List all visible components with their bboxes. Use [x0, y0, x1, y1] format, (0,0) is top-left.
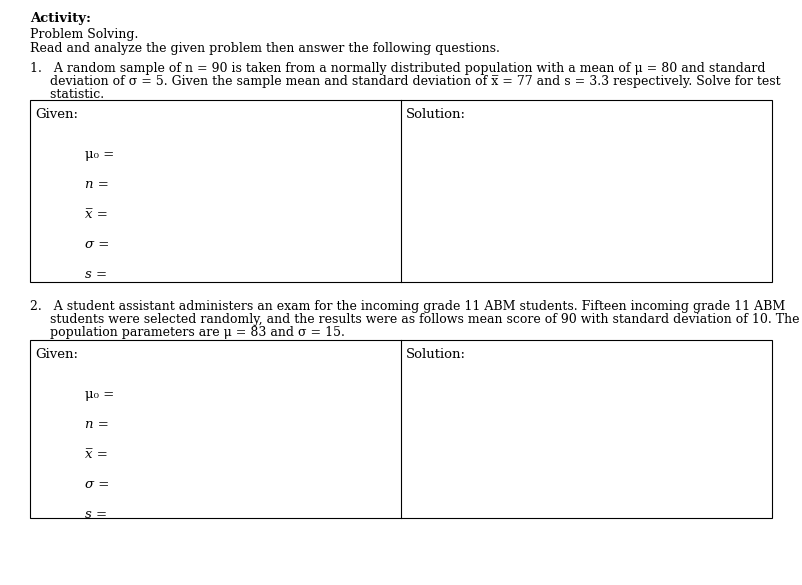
Bar	[30, 100, 772, 282]
Text: x̅ =: x̅ =	[85, 448, 108, 461]
Text: n =: n =	[85, 178, 109, 191]
Text: μ₀ =: μ₀ =	[85, 148, 114, 161]
Text: population parameters are μ = 83 and σ = 15.: population parameters are μ = 83 and σ =…	[30, 326, 345, 339]
Text: Read and analyze the given problem then answer the following questions.: Read and analyze the given problem then …	[30, 42, 500, 55]
Text: σ =: σ =	[85, 478, 109, 491]
Text: students were selected randomly, and the results were as follows mean score of 9: students were selected randomly, and the…	[30, 313, 800, 326]
Text: σ =: σ =	[85, 238, 109, 251]
Text: s =: s =	[85, 508, 107, 521]
Text: deviation of σ = 5. Given the sample mean and standard deviation of x̅ = 77 and : deviation of σ = 5. Given the sample mea…	[30, 75, 780, 88]
Text: 2.   A student assistant administers an exam for the incoming grade 11 ABM stude: 2. A student assistant administers an ex…	[30, 300, 785, 313]
Text: statistic.: statistic.	[30, 88, 104, 101]
Text: Activity:: Activity:	[30, 12, 91, 25]
Text: Problem Solving.: Problem Solving.	[30, 28, 139, 41]
Text: s =: s =	[85, 268, 107, 281]
Text: Solution:: Solution:	[406, 348, 466, 361]
Text: Given:: Given:	[35, 108, 78, 121]
Text: x̅ =: x̅ =	[85, 208, 108, 221]
Bar	[30, 340, 772, 518]
Text: n =: n =	[85, 418, 109, 431]
Text: Given:: Given:	[35, 348, 78, 361]
Text: Solution:: Solution:	[406, 108, 466, 121]
Text: μ₀ =: μ₀ =	[85, 388, 114, 401]
Text: 1.   A random sample of n = 90 is taken from a normally distributed population w: 1. A random sample of n = 90 is taken fr…	[30, 62, 765, 75]
